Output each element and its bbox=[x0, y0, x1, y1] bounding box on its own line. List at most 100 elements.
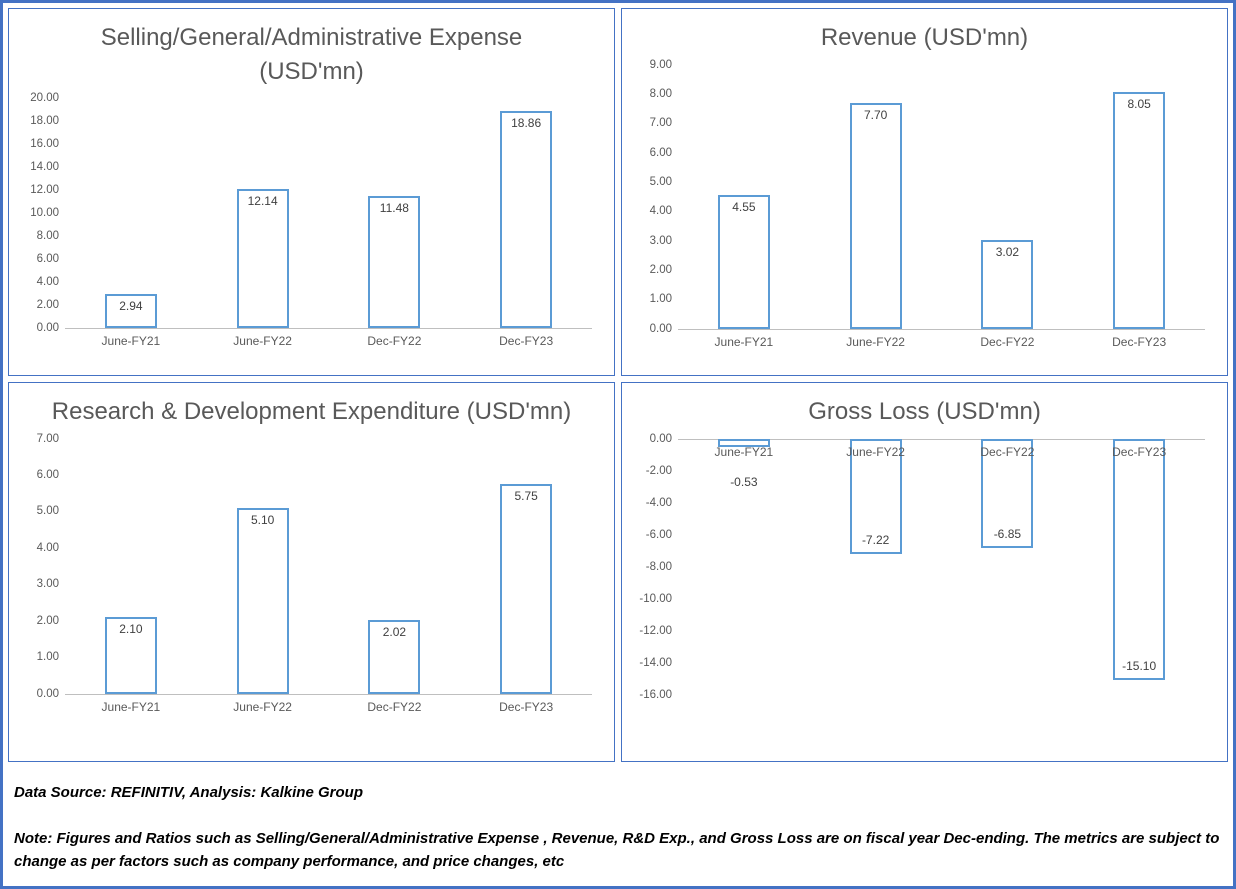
y-axis-tick-label: 8.00 bbox=[36, 230, 59, 243]
y-axis-tick-label: 4.00 bbox=[36, 276, 59, 289]
x-axis-category-label: Dec-FY22 bbox=[980, 444, 1035, 459]
plot-area: 4.55 June-FY21 7.70 June-FY22 3.02 Dec-FY22 8.… bbox=[678, 65, 1205, 349]
x-axis-category-label: June-FY21 bbox=[101, 699, 161, 714]
y-axis-tick-label: 6.00 bbox=[36, 469, 59, 482]
bar-data-label: 5.75 bbox=[514, 489, 538, 504]
chart-body: 20.00 18.00 16.00 14.00 12.00 10.00 8.00 6.00 4.… bbox=[17, 92, 606, 348]
y-axis: 0.00 -2.00 -4.00 -6.00 -8.00 -10.00 -12.00 -14.… bbox=[630, 433, 678, 701]
chart-body: 7.00 6.00 5.00 4.00 3.00 2.00 1.00 0.00 2.10 Jun… bbox=[17, 433, 606, 714]
bar bbox=[849, 102, 902, 329]
y-axis-tick-label: 5.00 bbox=[649, 175, 672, 188]
chart-title: Revenue (USD'mn) bbox=[820, 24, 1029, 51]
bar-data-label: 4.55 bbox=[732, 200, 756, 215]
bar bbox=[104, 617, 157, 694]
note-text: Note: Figures and Ratios such as Selling… bbox=[14, 830, 1220, 871]
x-axis-category-label: June-FY22 bbox=[846, 334, 905, 349]
bar bbox=[717, 195, 770, 329]
y-axis-tick-label: 0.00 bbox=[36, 322, 59, 335]
x-axis-category-label: June-FY21 bbox=[714, 334, 774, 349]
x-axis-category-label: June-FY21 bbox=[714, 444, 774, 459]
x-axis-category-label: Dec-FY22 bbox=[980, 334, 1035, 349]
x-axis-line bbox=[65, 693, 592, 695]
bar bbox=[236, 188, 289, 329]
bar-data-label: 8.05 bbox=[1127, 97, 1151, 112]
bar-data-label: 2.94 bbox=[119, 299, 143, 314]
y-axis: 20.00 18.00 16.00 14.00 12.00 10.00 8.00 6.00 4.… bbox=[17, 92, 65, 334]
chart-panel-revenue: Revenue (USD'mn) 9.00 8.00 7.00 6.00 5.00 4.0… bbox=[621, 8, 1228, 376]
bar-data-label: -15.10 bbox=[1122, 659, 1157, 674]
bar-data-label: 11.48 bbox=[379, 201, 409, 216]
y-axis-tick-label: 2.00 bbox=[36, 614, 59, 627]
bar-data-label: -0.53 bbox=[730, 475, 758, 490]
bar bbox=[717, 438, 770, 448]
bar-data-label: 2.02 bbox=[382, 625, 407, 639]
x-axis-category-label: Dec-FY23 bbox=[1112, 334, 1167, 349]
y-axis-tick-label: -14.00 bbox=[639, 656, 672, 669]
bar-data-label: 2.10 bbox=[119, 622, 143, 637]
y-axis-tick-label: 4.00 bbox=[36, 541, 59, 554]
y-axis-tick-label: 5.00 bbox=[36, 505, 59, 518]
x-axis-category-label: June-FY21 bbox=[101, 334, 161, 349]
y-axis-tick-label: -8.00 bbox=[645, 560, 672, 573]
y-axis-tick-label: 12.00 bbox=[30, 184, 59, 197]
y-axis-tick-label: 6.00 bbox=[36, 253, 59, 266]
y-axis-tick-label: 7.00 bbox=[649, 117, 672, 130]
chart-body: 0.00 -2.00 -4.00 -6.00 -8.00 -10.00 -12.00 -14.… bbox=[630, 433, 1219, 701]
bar bbox=[500, 484, 553, 694]
x-axis-category-label: Dec-FY23 bbox=[499, 334, 554, 349]
y-axis-tick-label: 8.00 bbox=[649, 87, 672, 100]
bar bbox=[981, 438, 1034, 549]
y-axis-tick-label: 0.00 bbox=[36, 687, 59, 700]
y-axis-tick-label: 4.00 bbox=[649, 205, 672, 218]
x-axis-category-label: June-FY22 bbox=[233, 699, 292, 714]
y-axis-tick-label: 10.00 bbox=[30, 207, 59, 220]
y-axis-tick-label: -16.00 bbox=[639, 688, 672, 701]
x-axis-category-label: June-FY22 bbox=[233, 334, 292, 349]
bar bbox=[368, 620, 421, 694]
bar bbox=[500, 111, 553, 329]
bar-data-label: -7.22 bbox=[861, 533, 890, 548]
chart-title: Gross Loss (USD'mn) bbox=[808, 398, 1041, 425]
y-axis-tick-label: 1.00 bbox=[649, 293, 672, 306]
footer: Data Source: REFINITIV, Analysis: Kalkin… bbox=[8, 762, 1228, 874]
x-axis-category-label: Dec-FY22 bbox=[367, 699, 422, 714]
y-axis: 7.00 6.00 5.00 4.00 3.00 2.00 1.00 0.00 bbox=[17, 433, 65, 700]
y-axis-tick-label: 18.00 bbox=[30, 115, 59, 128]
bar-data-label: 18.86 bbox=[511, 116, 542, 131]
bar-data-label: -6.85 bbox=[993, 527, 1022, 542]
y-axis-tick-label: -4.00 bbox=[645, 496, 672, 509]
y-axis-tick-label: 14.00 bbox=[30, 161, 59, 174]
y-axis-tick-label: -2.00 bbox=[645, 464, 672, 477]
x-axis-line bbox=[678, 328, 1205, 330]
y-axis-tick-label: 1.00 bbox=[36, 651, 59, 664]
y-axis-tick-label: -12.00 bbox=[639, 624, 672, 637]
chart-title: Research & Development Expenditure (USD'… bbox=[51, 398, 572, 425]
y-axis-tick-label: 9.00 bbox=[649, 58, 672, 71]
x-axis-line bbox=[678, 438, 1205, 440]
bar bbox=[1113, 92, 1166, 329]
bar bbox=[849, 438, 902, 555]
x-axis-category-label: June-FY22 bbox=[846, 444, 905, 459]
x-axis-category-label: Dec-FY22 bbox=[367, 334, 422, 349]
charts-grid: Selling/General/Administrative Expense (… bbox=[8, 8, 1228, 762]
bar bbox=[1113, 438, 1166, 681]
chart-panel-gross-loss: Gross Loss (USD'mn) 0.00 -2.00 -4.00 -6.00-… bbox=[621, 382, 1228, 762]
bar-data-label: 5.10 bbox=[250, 512, 275, 527]
bar bbox=[236, 507, 289, 694]
x-axis-category-label: Dec-FY23 bbox=[499, 699, 554, 714]
chart-body: 9.00 8.00 7.00 6.00 5.00 4.00 3.00 2.00 1.00 0.00… bbox=[630, 59, 1219, 349]
bar-data-label: 7.70 bbox=[863, 107, 888, 122]
bar-data-label: 12.14 bbox=[247, 193, 278, 208]
y-axis-tick-label: 20.00 bbox=[30, 92, 59, 105]
bar bbox=[104, 294, 157, 329]
bar-data-label: 3.02 bbox=[995, 245, 1020, 259]
y-axis-tick-label: -10.00 bbox=[639, 592, 672, 605]
plot-area: 2.10 June-FY21 5.10 June-FY22 2.02 Dec-FY22 5.… bbox=[65, 439, 592, 714]
y-axis-tick-label: 3.00 bbox=[649, 234, 672, 247]
bar bbox=[368, 196, 421, 329]
chart-panel-sga-expense: Selling/General/Administrative Expense (… bbox=[8, 8, 615, 376]
y-axis: 9.00 8.00 7.00 6.00 5.00 4.00 3.00 2.00 1.00 0.00 bbox=[630, 59, 678, 335]
y-axis-tick-label: -6.00 bbox=[645, 528, 672, 541]
plot-area: -0.53 June-FY21 -7.22 June-FY22 -6.85 Dec-FY2… bbox=[678, 438, 1205, 695]
